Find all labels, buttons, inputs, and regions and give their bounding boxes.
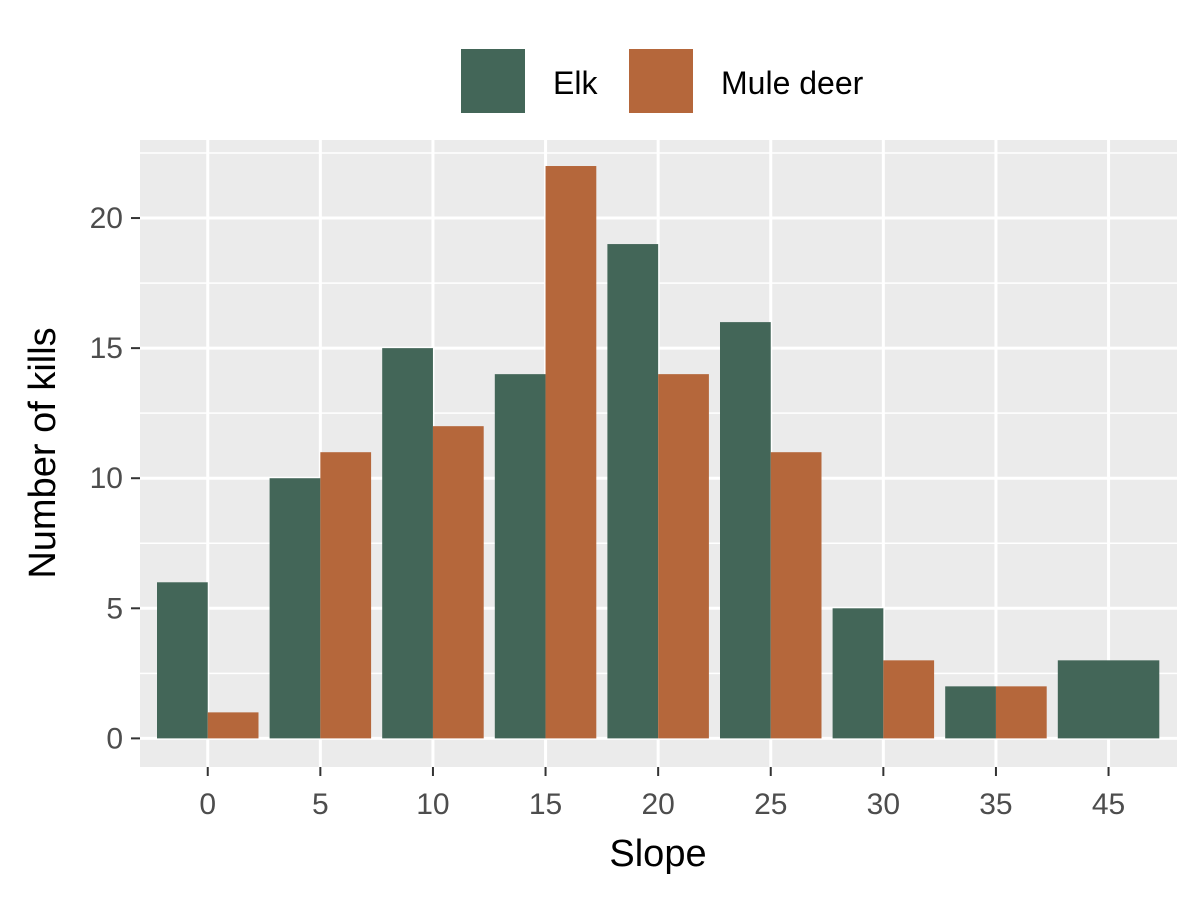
x-tick-label: 30 bbox=[867, 788, 900, 821]
bar-mule-deer bbox=[995, 686, 1047, 739]
x-tick-label: 45 bbox=[1092, 788, 1125, 821]
x-axis: 0 5 10 15 20 25 30 35 45 bbox=[199, 767, 1125, 821]
bar-mule-deer bbox=[207, 712, 259, 739]
legend-key-elk bbox=[459, 47, 527, 115]
x-tick-label: 5 bbox=[312, 788, 329, 821]
legend-label: Elk bbox=[553, 65, 598, 101]
y-tick-label: 15 bbox=[90, 332, 123, 365]
bar-mule-deer bbox=[658, 374, 709, 739]
y-tick-label: 5 bbox=[106, 592, 123, 625]
bar-elk bbox=[269, 478, 321, 739]
x-tick-label: 10 bbox=[416, 788, 449, 821]
bar-mule-deer bbox=[320, 452, 372, 739]
x-tick-label: 25 bbox=[754, 788, 787, 821]
bar-elk bbox=[832, 608, 884, 739]
y-axis-title: Number of kills bbox=[22, 327, 64, 578]
bar-elk bbox=[607, 244, 659, 739]
bar-mule-deer bbox=[545, 166, 597, 739]
x-axis-title: Slope bbox=[609, 833, 706, 875]
bar-elk bbox=[157, 582, 208, 739]
x-tick-label: 0 bbox=[199, 788, 216, 821]
y-axis: 0 5 10 15 20 bbox=[90, 202, 140, 755]
bar-merged bbox=[1057, 660, 1160, 739]
legend-key-mule-deer bbox=[627, 47, 695, 115]
bar-elk bbox=[382, 348, 433, 739]
legend: Elk Mule deer bbox=[459, 47, 864, 115]
y-tick-label: 0 bbox=[106, 722, 123, 755]
bar-mule-deer bbox=[883, 660, 935, 739]
bar-elk bbox=[494, 374, 546, 739]
bars bbox=[157, 166, 1160, 739]
y-tick-label: 10 bbox=[90, 462, 123, 495]
x-tick-label: 35 bbox=[979, 788, 1012, 821]
legend-label: Mule deer bbox=[721, 65, 864, 101]
y-tick-label: 20 bbox=[90, 202, 123, 235]
x-tick-label: 15 bbox=[529, 788, 562, 821]
x-tick-label: 20 bbox=[641, 788, 674, 821]
bar-mule-deer bbox=[770, 452, 822, 739]
bar-mule-deer bbox=[432, 426, 484, 739]
bar-elk bbox=[945, 686, 996, 739]
bar-elk bbox=[720, 322, 771, 739]
